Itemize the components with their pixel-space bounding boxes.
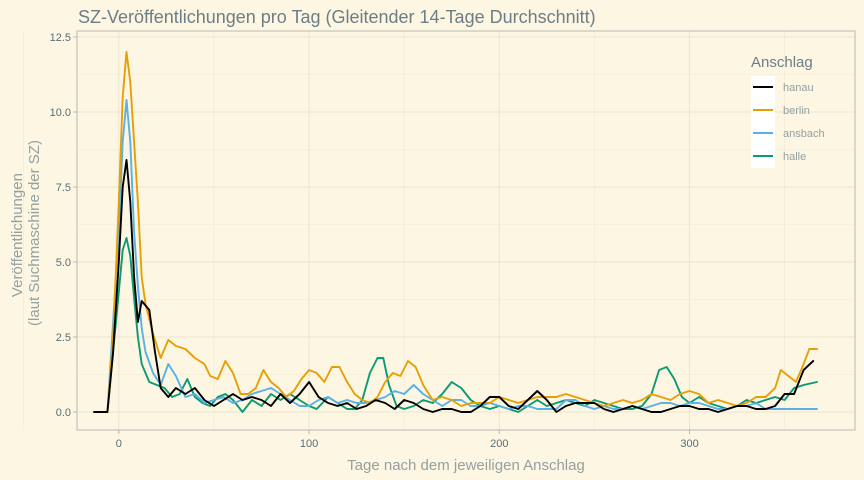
y-tick-label: 12.5 — [50, 32, 71, 44]
legend-label-hanau: hanau — [783, 82, 814, 94]
y-tick-label: 10.0 — [50, 107, 71, 119]
legend-label-ansbach: ansbach — [783, 128, 825, 140]
chart-title: SZ-Veröffentlichungen pro Tag (Gleitende… — [78, 7, 596, 27]
legend: Anschlag hanau berlin ansbach halle — [751, 54, 825, 168]
series-lines — [93, 51, 818, 413]
y-axis-title-line-1: Veröffentlichungen — [9, 173, 26, 297]
x-axis-ticks: 0 100 200 300 — [116, 430, 699, 450]
y-tick-label: 0.0 — [56, 407, 71, 419]
y-axis-ticks: 0.0 2.5 5.0 7.5 10.0 12.5 — [50, 32, 77, 419]
legend-items: hanau berlin ansbach halle — [751, 76, 825, 168]
legend-label-berlin: berlin — [783, 105, 810, 117]
legend-title: Anschlag — [751, 54, 813, 71]
series-line-berlin — [93, 51, 818, 413]
x-tick-label: 200 — [490, 438, 508, 450]
legend-label-halle: halle — [783, 151, 806, 163]
x-tick-label: 0 — [116, 438, 122, 450]
legend-key-background — [751, 76, 775, 168]
series-line-hanau — [93, 159, 815, 413]
plot-border — [76, 30, 856, 431]
plot-panel — [77, 31, 855, 430]
x-axis-title: Tage nach dem jeweiligen Anschlag — [347, 457, 585, 474]
y-tick-label: 7.5 — [56, 182, 71, 194]
series-line-ansbach — [93, 99, 818, 413]
x-tick-label: 100 — [300, 438, 318, 450]
y-tick-label: 5.0 — [56, 257, 71, 269]
y-axis-title-line-2: (laut Suchmaschine der SZ) — [26, 140, 43, 326]
y-axis-title: Veröffentlichungen (laut Suchmaschine de… — [9, 140, 43, 326]
x-tick-label: 300 — [680, 438, 698, 450]
plot-panel-background — [77, 31, 855, 430]
y-tick-label: 2.5 — [56, 332, 71, 344]
